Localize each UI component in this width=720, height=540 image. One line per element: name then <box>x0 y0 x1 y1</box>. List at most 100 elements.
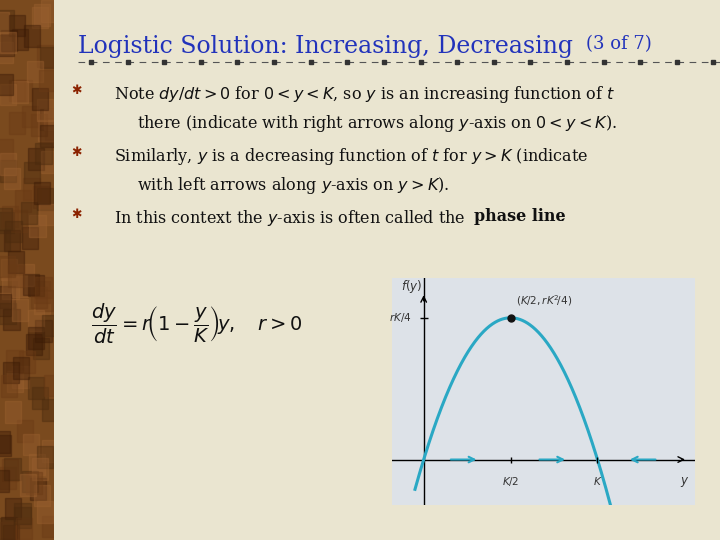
Bar <box>27 327 44 349</box>
Bar <box>0 84 16 105</box>
Bar <box>40 0 57 22</box>
Bar <box>0 435 11 456</box>
Bar <box>1 517 17 538</box>
Bar <box>9 112 25 134</box>
Bar <box>0 522 16 540</box>
Bar <box>9 80 25 102</box>
Bar <box>34 281 50 303</box>
Bar <box>0 35 14 56</box>
Text: $\dfrac{dy}{dt} = r\!\left(1 - \dfrac{y}{K}\right)\!y,$   $r > 0$: $\dfrac{dy}{dt} = r\!\left(1 - \dfrac{y}… <box>91 302 302 347</box>
Text: with left arrows along $y$-axis on $y > K$).: with left arrows along $y$-axis on $y > … <box>137 176 449 197</box>
Bar <box>0 160 17 182</box>
Text: ✱: ✱ <box>71 146 82 159</box>
Bar <box>21 202 37 224</box>
Bar <box>37 45 53 67</box>
Bar <box>32 88 48 110</box>
Bar <box>20 474 37 496</box>
Bar <box>24 178 40 200</box>
Bar <box>35 320 52 342</box>
Bar <box>16 79 32 101</box>
Bar <box>1 206 18 227</box>
Bar <box>28 310 44 332</box>
Bar <box>5 401 22 423</box>
Bar <box>15 191 32 212</box>
Bar <box>38 119 54 141</box>
Bar <box>40 47 56 69</box>
Bar <box>0 208 12 230</box>
Bar <box>13 357 30 379</box>
Text: ✱: ✱ <box>71 84 82 97</box>
Bar <box>14 507 30 528</box>
Bar <box>34 292 50 314</box>
Bar <box>35 143 52 165</box>
Bar <box>30 215 45 237</box>
Bar <box>45 118 60 140</box>
Bar <box>32 458 48 480</box>
Bar <box>39 70 55 91</box>
Bar <box>0 32 16 53</box>
Bar <box>0 73 14 95</box>
Text: $(K/2, rK^2\!/4)$: $(K/2, rK^2\!/4)$ <box>516 293 572 308</box>
Bar <box>1 259 17 280</box>
Bar <box>32 388 48 409</box>
Bar <box>40 125 56 146</box>
Bar <box>41 151 57 173</box>
Bar <box>16 517 32 539</box>
Bar <box>33 186 50 208</box>
Bar <box>37 447 53 468</box>
Bar <box>0 294 11 316</box>
Bar <box>34 183 50 204</box>
Bar <box>2 459 18 481</box>
Bar <box>37 99 53 120</box>
Bar <box>1 30 17 51</box>
Bar <box>44 109 60 130</box>
Bar <box>32 6 48 28</box>
Bar <box>0 153 17 175</box>
Bar <box>39 204 55 225</box>
Bar <box>36 290 53 312</box>
Bar <box>35 277 52 299</box>
Bar <box>22 106 38 127</box>
Bar <box>4 308 19 330</box>
Bar <box>0 467 16 489</box>
Bar <box>0 256 14 278</box>
Bar <box>4 458 20 480</box>
Bar <box>31 114 48 136</box>
Bar <box>26 334 42 355</box>
Bar <box>11 210 27 232</box>
Bar <box>26 472 42 494</box>
Bar <box>12 81 28 103</box>
Bar <box>0 11 9 33</box>
Bar <box>40 109 56 131</box>
Bar <box>8 265 24 287</box>
Bar <box>6 350 22 372</box>
Bar <box>31 287 47 308</box>
Bar <box>23 274 39 295</box>
Text: $y$: $y$ <box>680 475 689 489</box>
Bar <box>0 293 10 315</box>
Bar <box>43 375 60 396</box>
Bar <box>27 61 43 83</box>
Bar <box>12 29 28 50</box>
Bar <box>33 338 49 359</box>
Bar <box>0 139 13 161</box>
Bar <box>2 362 19 383</box>
Bar <box>28 377 45 399</box>
Text: ✱: ✱ <box>71 208 82 221</box>
Bar <box>24 161 40 183</box>
Bar <box>8 251 24 273</box>
Bar <box>30 478 46 500</box>
Bar <box>0 470 9 492</box>
Bar <box>19 351 35 373</box>
Bar <box>12 366 29 388</box>
Text: Note $dy/dt > 0$ for $0 < y < K$, so $y$ is an increasing function of $t$: Note $dy/dt > 0$ for $0 < y < K$, so $y$… <box>114 84 615 105</box>
Bar <box>22 470 38 492</box>
Bar <box>37 188 53 210</box>
Text: phase line: phase line <box>474 208 566 225</box>
Bar <box>14 503 30 524</box>
Text: Similarly, $y$ is a decreasing function of $t$ for $y > K$ (indicate: Similarly, $y$ is a decreasing function … <box>114 146 588 167</box>
Bar <box>34 484 50 506</box>
Bar <box>5 221 22 242</box>
Bar <box>1 375 17 397</box>
Bar <box>4 498 21 519</box>
